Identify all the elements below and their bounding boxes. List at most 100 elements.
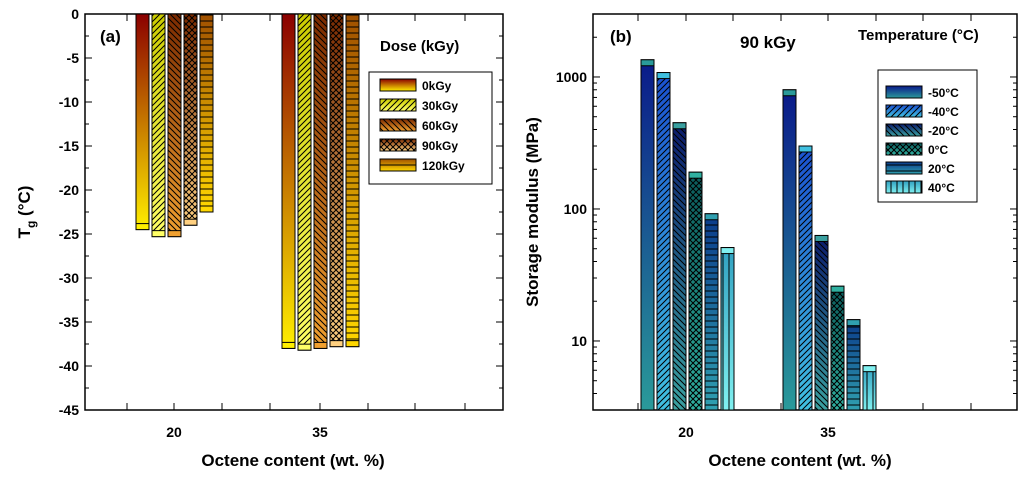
bar-0kgy-20 — [135, 13, 150, 231]
legend-label: 60kGy — [422, 119, 458, 133]
legend-item-0kgy: 0kGy — [379, 78, 452, 93]
bar-cap — [656, 72, 671, 80]
bar-hatch — [847, 319, 860, 410]
bar-30kgy-20 — [151, 13, 166, 238]
bar-90kgy-20 — [183, 13, 198, 226]
bar-90kgy-35 — [329, 13, 344, 348]
bar-cap — [183, 218, 198, 226]
bar-20-c-35 — [814, 234, 829, 411]
bar-cap — [846, 319, 861, 327]
panel-a-label: (a) — [100, 27, 121, 46]
legend-label: -40°C — [928, 105, 959, 119]
bar-cap — [688, 171, 703, 179]
bar-20-c-20 — [672, 122, 687, 411]
legend-item-40-c: -40°C — [885, 104, 959, 119]
bar-40-c-20 — [720, 247, 735, 411]
legend-label: 20°C — [928, 162, 955, 176]
bar-hatch — [314, 14, 327, 349]
legend-swatch-hatch — [886, 124, 922, 136]
bar-hatch — [799, 146, 812, 410]
legend-item-60kgy: 60kGy — [379, 118, 458, 133]
legend-item-40-c: 40°C — [885, 180, 955, 195]
legend-swatch-hatch — [886, 162, 922, 174]
x-tick-label-35: 35 — [820, 424, 836, 440]
panel-a-y-axis: 0 -5 -10 -15 -20 -25 -30 -35 -40 -45 — [59, 6, 503, 418]
legend-swatch — [379, 78, 417, 92]
bar-0kgy-35 — [281, 13, 296, 349]
bar-120kgy-35 — [345, 13, 360, 348]
bar-fill — [782, 89, 797, 411]
bar-50-c-35 — [782, 89, 797, 411]
bar-hatch — [721, 247, 734, 410]
legend-label: 0kGy — [422, 79, 452, 93]
legend-label: 90kGy — [422, 139, 458, 153]
legend-swatch-hatch — [380, 139, 416, 151]
bar-fill — [135, 13, 150, 231]
legend-item-20-c: 20°C — [885, 161, 955, 176]
bar-hatch — [815, 235, 828, 410]
bar-cap — [640, 59, 655, 67]
bar-cap — [281, 341, 296, 349]
bar-hatch — [689, 172, 702, 410]
bar-20-c-35 — [846, 319, 861, 411]
panel-a-bars — [135, 13, 360, 351]
panel-b-bars — [640, 59, 877, 411]
panel-a-y-title-unit: (°C) — [15, 186, 34, 221]
bar-cap — [704, 213, 719, 221]
legend-item-20-c: -20°C — [885, 123, 959, 138]
y-tick-label: -5 — [67, 50, 80, 66]
legend-swatch-hatch — [380, 159, 416, 171]
x-tick-label-20: 20 — [166, 424, 182, 440]
bar-cap — [297, 343, 312, 351]
bar-cap — [672, 122, 687, 130]
bar-fill — [281, 13, 296, 349]
panel-b-chart-title: 90 kGy — [740, 33, 796, 52]
bar-cap — [313, 341, 328, 349]
y-tick-label: 1000 — [556, 69, 587, 85]
panel-a-legend: 0kGy 30kGy 60kGy 90kGy 120kGy — [368, 71, 493, 185]
y-tick-label: 100 — [564, 201, 588, 217]
bar-30kgy-35 — [297, 13, 312, 351]
legend-label: 30kGy — [422, 99, 458, 113]
bar-hatch — [831, 286, 844, 410]
bar-hatch — [330, 14, 343, 347]
y-tick-label: -45 — [59, 402, 79, 418]
bar-cap — [862, 365, 877, 373]
bar-cap — [782, 89, 797, 97]
legend-swatch — [885, 85, 923, 99]
panel-a-legend-title: Dose (kGy) — [380, 38, 459, 55]
bar-40-c-35 — [798, 145, 813, 411]
bar-cap — [814, 234, 829, 242]
bar-hatch — [705, 213, 718, 410]
legend-label: 120kGy — [422, 159, 465, 173]
bar-hatch — [184, 14, 197, 226]
legend-label: 0°C — [928, 143, 948, 157]
legend-swatch-hatch — [886, 181, 922, 193]
bar-hatch — [346, 14, 359, 347]
bar-hatch — [152, 14, 165, 237]
bar-hatch — [863, 365, 876, 410]
y-tick-label: -35 — [59, 314, 79, 330]
bar-40-c-35 — [862, 365, 877, 411]
bar-0-c-35 — [830, 285, 845, 411]
bar-50-c-20 — [640, 59, 655, 411]
bar-20-c-20 — [704, 213, 719, 411]
bar-cap — [798, 145, 813, 153]
panel-b-y-axis: 10 100 1000 — [556, 13, 1017, 411]
y-tick-label: -20 — [59, 182, 79, 198]
panel-b-label: (b) — [610, 27, 632, 46]
panel-a-y-title-main: T — [15, 227, 34, 238]
panel-b-legend: -50°C -40°C -20°C 0°C 20°C 40°C — [877, 69, 978, 203]
bar-60kgy-35 — [313, 13, 328, 349]
y-tick-label: 0 — [71, 6, 79, 22]
bar-cap — [167, 230, 182, 238]
legend-swatch-hatch — [380, 99, 416, 111]
legend-label: -50°C — [928, 86, 959, 100]
panel-a-x-title: Octene content (wt. %) — [201, 451, 384, 470]
legend-swatch-hatch — [886, 143, 922, 155]
legend-item-0-c: 0°C — [885, 142, 948, 157]
bar-120kgy-20 — [199, 13, 214, 213]
panel-a-x-axis: 20 35 — [126, 14, 466, 440]
bar-cap — [135, 223, 150, 231]
